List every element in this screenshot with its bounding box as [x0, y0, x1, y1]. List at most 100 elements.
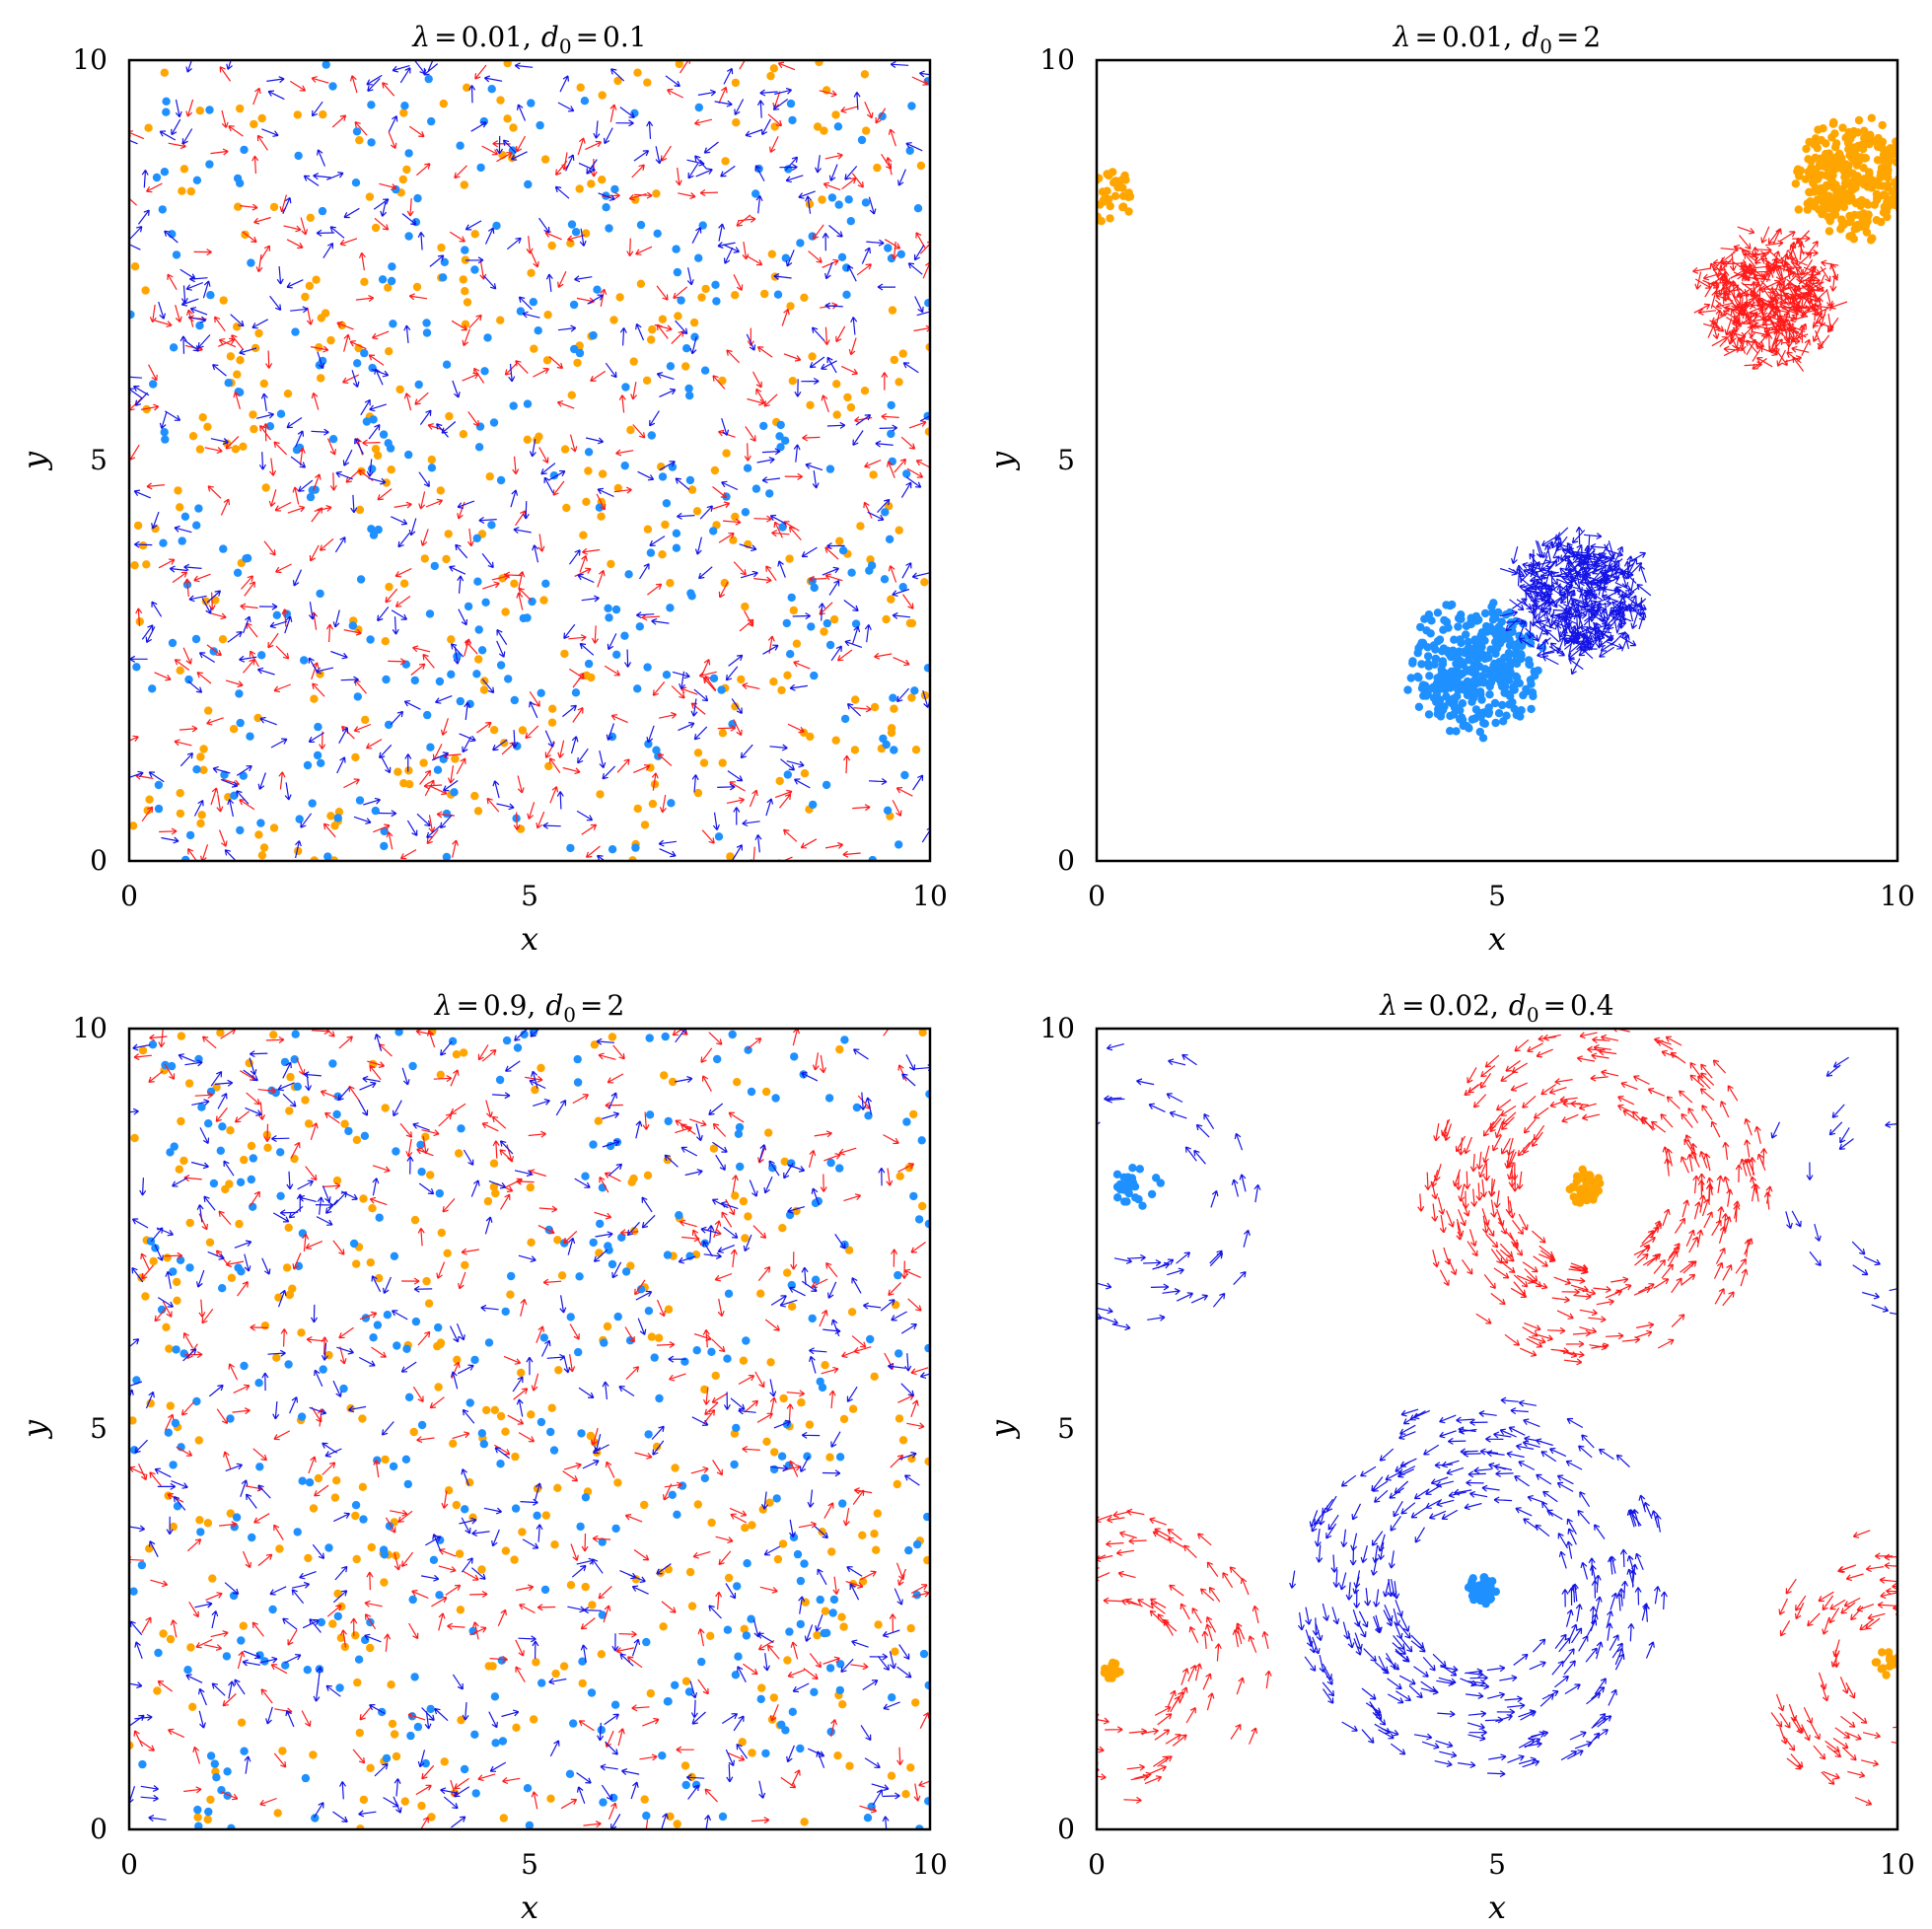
- data-arrow: [1682, 1260, 1697, 1274]
- data-arrow: [241, 575, 253, 590]
- data-point: [808, 1314, 817, 1323]
- data-point: [408, 1061, 417, 1071]
- data-arrow: [620, 1768, 640, 1775]
- data-arrow: [1554, 623, 1562, 642]
- data-point: [731, 1191, 740, 1200]
- data-point: [887, 429, 895, 439]
- data-arrow: [865, 1097, 873, 1115]
- data-arrow: [720, 165, 736, 178]
- data-arrow: [350, 1617, 358, 1637]
- data-point: [894, 1270, 902, 1280]
- data-arrow: [542, 1278, 562, 1286]
- data-point: [686, 589, 695, 598]
- data-arrow: [1608, 606, 1624, 616]
- data-arrow: [434, 1707, 449, 1722]
- data-point: [1500, 682, 1510, 691]
- data-point: [439, 99, 448, 108]
- data-point: [633, 804, 642, 814]
- data-point: [332, 1109, 341, 1119]
- data-point: [373, 451, 383, 461]
- data-arrow: [582, 1460, 600, 1469]
- data-arrow: [1696, 1229, 1704, 1248]
- data-point: [387, 276, 396, 286]
- data-point: [751, 484, 761, 493]
- data-point: [439, 273, 448, 282]
- data-arrow: [1783, 260, 1791, 279]
- data-arrow: [893, 657, 910, 667]
- data-point: [1527, 704, 1536, 714]
- data-arrow: [210, 148, 229, 156]
- data-point: [731, 78, 741, 88]
- data-arrow: [1561, 1288, 1580, 1296]
- data-arrow: [1602, 586, 1620, 594]
- data-arrow: [332, 1811, 348, 1822]
- data-arrow: [164, 230, 179, 244]
- data-point: [344, 1126, 353, 1136]
- data-arrow: [787, 1164, 806, 1173]
- data-arrow: [278, 771, 286, 790]
- data-arrow: [1765, 333, 1773, 352]
- data-arrow: [300, 813, 313, 828]
- panel-title: λ = 0.01, d0 = 2: [1393, 21, 1601, 58]
- data-point: [447, 635, 456, 644]
- data-arrow: [131, 1218, 149, 1229]
- data-point: [333, 1611, 342, 1621]
- data-point: [414, 380, 423, 390]
- data-arrow: [457, 575, 465, 594]
- data-point: [567, 220, 577, 229]
- data-arrow: [1505, 1060, 1521, 1072]
- data-arrow: [1637, 597, 1645, 616]
- data-point: [259, 379, 268, 389]
- data-arrow: [397, 1510, 413, 1523]
- data-point: [773, 290, 783, 299]
- data-arrow: [755, 388, 766, 405]
- data-point: [569, 1719, 578, 1728]
- data-point: [1454, 622, 1463, 631]
- data-arrow: [657, 752, 673, 766]
- data-arrow: [284, 1654, 302, 1664]
- data-arrow: [1479, 1072, 1491, 1089]
- data-point: [1877, 168, 1886, 177]
- data-point: [1494, 607, 1503, 617]
- data-arrow: [677, 512, 695, 520]
- data-arrow: [1458, 1209, 1467, 1227]
- data-arrow: [1727, 1085, 1739, 1102]
- data-arrow: [198, 1710, 206, 1729]
- x-tick-label: 10: [1880, 880, 1915, 912]
- data-point: [490, 1405, 499, 1415]
- data-arrow: [506, 237, 522, 250]
- data-point: [690, 332, 699, 341]
- data-point: [1505, 700, 1514, 709]
- data-point: [390, 1251, 399, 1261]
- data-arrow: [1620, 1081, 1638, 1091]
- data-point: [206, 291, 215, 300]
- data-point: [722, 449, 731, 458]
- data-arrow: [792, 612, 812, 620]
- data-arrow: [599, 1176, 609, 1193]
- data-point: [226, 1509, 235, 1518]
- data-arrow: [1236, 1622, 1246, 1640]
- data-arrow: [333, 1191, 347, 1206]
- data-point: [429, 1555, 439, 1565]
- data-point: [762, 1437, 771, 1447]
- data-arrow: [208, 592, 216, 610]
- data-arrow: [720, 1201, 739, 1210]
- data-arrow: [150, 1579, 169, 1588]
- data-point: [586, 1431, 596, 1441]
- data-arrow: [1723, 345, 1742, 353]
- data-arrow: [400, 1361, 417, 1373]
- data-arrow: [453, 646, 461, 665]
- data-point: [173, 1296, 181, 1306]
- data-arrow: [1478, 1160, 1488, 1179]
- data-arrow: [1749, 1157, 1756, 1176]
- data-point: [537, 1063, 545, 1073]
- data-arrow: [382, 82, 395, 97]
- data-point: [204, 706, 213, 715]
- data-arrow: [1788, 282, 1800, 299]
- data-arrow: [1044, 1608, 1051, 1625]
- data-arrow: [1829, 273, 1837, 292]
- data-point: [250, 424, 258, 434]
- data-point: [256, 819, 265, 827]
- data-point: [203, 422, 212, 431]
- data-point: [664, 1565, 673, 1574]
